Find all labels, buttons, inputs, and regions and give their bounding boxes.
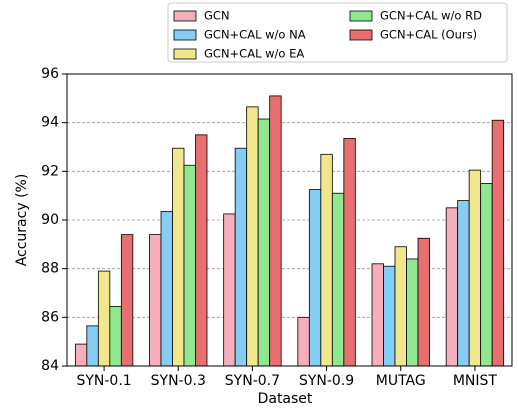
bar: [160, 211, 173, 367]
bar: [234, 147, 248, 367]
bar: [308, 189, 322, 367]
bar: [120, 234, 134, 367]
y-tick-label: 88: [41, 261, 59, 277]
legend-swatch: [349, 29, 373, 41]
bar: [297, 316, 310, 367]
bar: [457, 200, 470, 367]
bar: [491, 119, 505, 367]
legend-label: GCN+CAL (Ours): [380, 28, 477, 42]
bar: [74, 343, 88, 367]
x-tick-label: MNIST: [453, 373, 498, 389]
x-tick-label: MUTAG: [376, 373, 426, 389]
bar: [195, 134, 208, 367]
legend-swatch: [173, 29, 197, 41]
bar: [394, 246, 407, 367]
y-tick-label: 94: [41, 115, 59, 131]
bar: [371, 263, 384, 367]
bar: [149, 234, 162, 367]
legend-swatch: [173, 48, 197, 60]
bar: [331, 192, 345, 367]
legend-swatch: [173, 10, 197, 22]
axes-frame: [66, 73, 513, 367]
x-axis-label: Dataset: [258, 391, 313, 407]
y-tick-label: 84: [41, 358, 59, 374]
bar: [269, 95, 282, 367]
legend: [167, 2, 508, 63]
bar: [445, 207, 459, 367]
bar: [343, 138, 356, 367]
y-tick-label: 90: [41, 212, 59, 228]
bar: [257, 118, 271, 367]
bar: [383, 265, 396, 367]
x-tick-label: SYN-0.7: [225, 373, 280, 389]
y-tick-label: 86: [41, 309, 59, 325]
bar: [109, 305, 122, 367]
bar: [246, 106, 259, 367]
bar: [97, 270, 111, 367]
bar: [406, 258, 419, 367]
bar: [320, 153, 333, 367]
bar: [468, 169, 482, 367]
bar: [183, 164, 196, 367]
legend-label: GCN+CAL w/o EA: [204, 47, 304, 61]
legend-label: GCN: [204, 9, 230, 23]
bar: [223, 213, 236, 367]
y-tick-label: 92: [41, 163, 59, 179]
x-tick-label: SYN-0.3: [151, 373, 206, 389]
bar: [172, 147, 185, 367]
y-tick-label: 96: [41, 66, 59, 82]
bar: [417, 237, 430, 367]
y-axis-label: Accuracy (%): [14, 174, 30, 267]
bar: [86, 325, 99, 367]
x-tick-label: SYN-0.1: [76, 373, 131, 389]
legend-label: GCN+CAL w/o NA: [204, 28, 306, 42]
legend-label: GCN+CAL w/o RD: [380, 9, 482, 23]
legend-swatch: [349, 10, 373, 22]
bar: [480, 183, 493, 367]
x-tick-label: SYN-0.9: [299, 373, 354, 389]
